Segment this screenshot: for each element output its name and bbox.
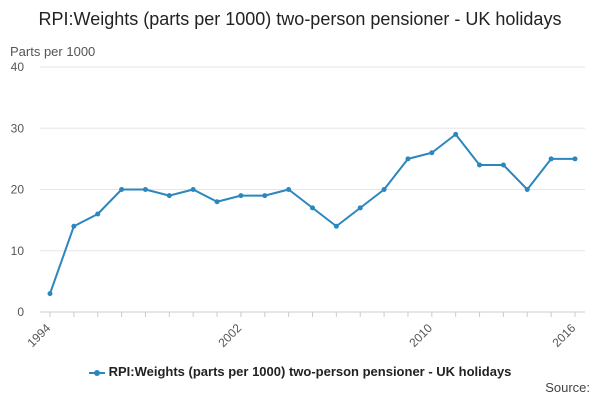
chart-title: RPI:Weights (parts per 1000) two-person … (38, 9, 562, 29)
y-tick-labels: 0 10 20 30 40 (11, 60, 25, 319)
series-line (49, 133, 575, 294)
legend-swatch-icon (88, 369, 105, 376)
data-point[interactable] (262, 193, 268, 199)
data-point[interactable] (405, 156, 411, 162)
data-point[interactable] (500, 162, 506, 168)
data-point[interactable] (166, 193, 172, 199)
legend: RPI:Weights (parts per 1000) two-person … (0, 364, 600, 379)
data-point[interactable] (310, 205, 315, 211)
data-point[interactable] (142, 187, 148, 192)
data-point[interactable] (71, 223, 77, 229)
data-point[interactable] (357, 205, 363, 211)
legend-label: RPI:Weights (parts per 1000) two-person … (108, 364, 512, 379)
data-point[interactable] (548, 156, 554, 162)
y-axis-label: Parts per 1000 (10, 44, 96, 59)
data-point[interactable] (572, 156, 578, 162)
data-point[interactable] (286, 187, 292, 192)
x-tick-label: 2016 (550, 321, 579, 350)
y-tick-label: 40 (11, 60, 25, 74)
x-tick-label: 2002 (215, 321, 244, 350)
series-layer (47, 131, 578, 297)
x-tick-label: 1994 (25, 321, 54, 350)
y-tick-label: 10 (11, 244, 25, 258)
data-point[interactable] (119, 187, 125, 192)
y-tick-label: 30 (11, 121, 25, 135)
data-point[interactable] (333, 223, 339, 229)
data-point[interactable] (95, 211, 101, 217)
data-point[interactable] (429, 150, 435, 156)
x-tick-labels: 1994 2002 2010 2016 (25, 312, 579, 350)
data-point[interactable] (524, 187, 530, 192)
data-point[interactable] (214, 199, 220, 205)
y-tick-label: 20 (11, 183, 25, 197)
y-tick-label: 0 (17, 305, 24, 319)
data-point[interactable] (381, 187, 387, 192)
data-point[interactable] (47, 291, 53, 297)
source-label: Source: (545, 380, 590, 395)
data-point[interactable] (477, 162, 483, 168)
data-point[interactable] (238, 193, 244, 199)
data-point[interactable] (453, 131, 459, 137)
x-tick-label: 2010 (406, 321, 435, 350)
data-point[interactable] (190, 187, 196, 192)
